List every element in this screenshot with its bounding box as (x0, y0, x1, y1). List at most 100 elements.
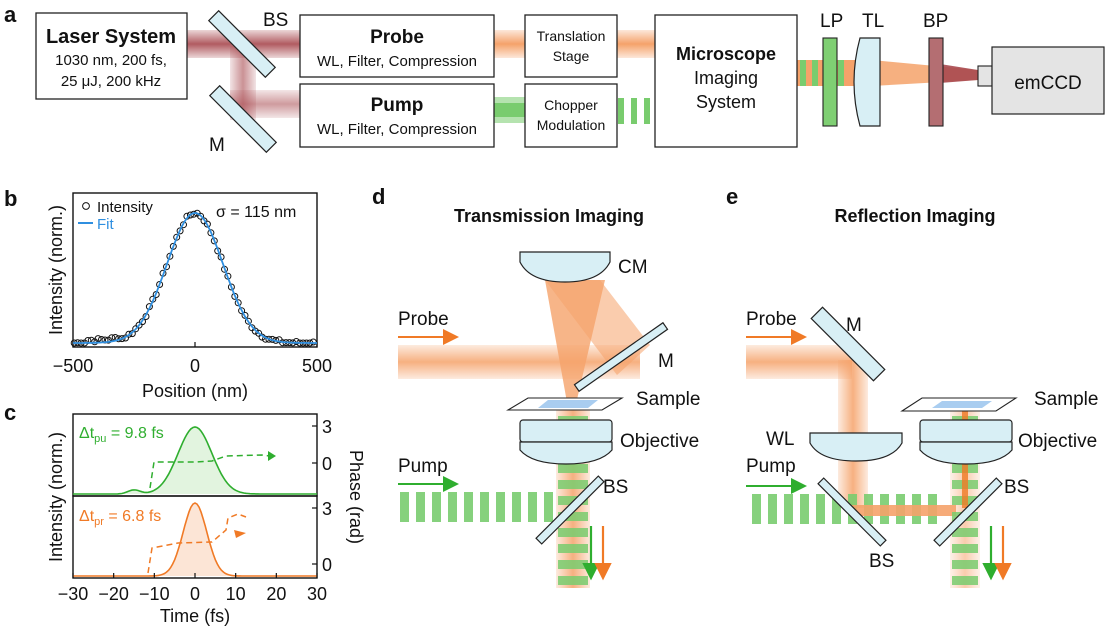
b-sigma: σ = 115 nm (216, 204, 296, 221)
e-pump-label: Pump (746, 456, 796, 477)
b-data-point (227, 283, 235, 291)
laser-system-title: Laser System (46, 26, 176, 48)
e-m-label: M (846, 315, 862, 336)
b-legend-intensity: Intensity (97, 199, 153, 216)
e-probe-beam-in (746, 345, 852, 379)
c-pump-dt: Δtpu = 9.8 fs (79, 425, 164, 445)
probe-box-title: Probe (370, 27, 424, 48)
b-data-point (186, 211, 194, 219)
c-phase-tick-top-3: 3 (322, 417, 332, 437)
c-phase-tick-top-0: 0 (322, 454, 332, 474)
b-data-point (244, 317, 252, 325)
tube-lens (853, 37, 881, 127)
c-xticks: −30 −20 −10 0 10 20 30 (58, 573, 327, 604)
probe-box-sub: WL, Filter, Compression (317, 53, 477, 70)
lp-label: LP (820, 11, 843, 32)
d-title: Transmission Imaging (454, 206, 644, 226)
b-data-point (292, 338, 300, 345)
e-wl-lens (809, 432, 903, 462)
c-pump-fill (73, 427, 317, 494)
laser-spec-1: 1030 nm, 200 fs, (55, 52, 167, 69)
translation-stage-box (524, 14, 618, 78)
b-data-point (309, 338, 317, 346)
translation-line2: Stage (553, 48, 590, 64)
c-xtick-label: −30 (58, 584, 89, 604)
c-phase-tick-bot-0: 0 (322, 555, 332, 575)
e-beamsplitter-right (933, 477, 1003, 547)
e-objective-top (919, 419, 1013, 443)
e-beamsplitter-left (817, 477, 887, 547)
c-probe-dt: Δtpr = 6.8 fs (79, 508, 161, 528)
probe-box (299, 14, 495, 78)
b-data-point (241, 311, 249, 319)
translation-line1: Translation (537, 28, 606, 44)
d-probe-label: Probe (398, 309, 449, 330)
laser-system-box (35, 12, 188, 100)
e-probe-label: Probe (746, 309, 797, 330)
chopper-box (524, 83, 618, 148)
c-ylabel-left: Intensity (norm.) (46, 432, 66, 562)
b-data-point (156, 281, 164, 288)
b-data-point (125, 330, 133, 338)
longpass-filter (822, 37, 838, 127)
d-objective-top (519, 419, 613, 443)
d-curved-mirror (519, 251, 611, 283)
d-sample-label: Sample (636, 389, 700, 410)
e-sample-label: Sample (1034, 389, 1098, 410)
b-xtick-3: 500 (302, 356, 332, 376)
laser-spec-2: 25 μJ, 200 kHz (61, 73, 161, 90)
c-probe-phase (147, 513, 247, 574)
b-data-point (210, 237, 218, 245)
e-title: Reflection Imaging (834, 206, 995, 226)
c-xtick-label: −20 (98, 584, 129, 604)
b-data-point (118, 335, 126, 343)
d-pump-beam-in (398, 492, 558, 522)
emccd-camera (991, 46, 1105, 115)
b-data-point (169, 242, 177, 250)
b-data-point (203, 220, 211, 228)
b-legend-fit: Fit (97, 216, 114, 233)
c-xlabel: Time (fs) (160, 606, 230, 626)
chopper-line2: Modulation (537, 117, 606, 133)
b-data-point (94, 335, 102, 343)
mirror-a (208, 84, 278, 154)
d-bs-label: BS (603, 477, 628, 498)
pump-beam-1 (494, 97, 526, 123)
panel-c-label: c (4, 400, 16, 425)
d-m-label: M (658, 351, 674, 372)
d-objective-label: Objective (620, 431, 699, 452)
e-objective-bottom (919, 441, 1013, 465)
c-pump-intensity (73, 426, 317, 495)
bs-label-a: BS (263, 10, 288, 31)
panel-d: d Transmission Imaging CM M Sample Objec… (372, 184, 700, 588)
d-cm-label: CM (618, 257, 648, 278)
c-phase-tick-bot-3: 3 (322, 499, 332, 519)
b-ylabel: Intensity (norm.) (46, 205, 66, 335)
d-pump-label: Pump (398, 456, 448, 477)
d-sample-region (538, 400, 598, 408)
chopper-line1: Chopper (544, 97, 598, 113)
c-right-ticks (312, 425, 317, 565)
panel-b: b −500 0 500 Position (nm) Intensity (no… (4, 186, 332, 401)
emccd-label: emCCD (1014, 73, 1082, 94)
panel-e-label: e (726, 184, 738, 209)
microscope-line2: Imaging (694, 68, 758, 88)
e-wl-label: WL (766, 429, 795, 450)
panel-a: a Laser System 1030 nm, 200 fs, 25 (4, 2, 1105, 156)
panel-c: c Δtpu = 9.8 fs Δtpr = 6.8 fs 3 0 3 0 −3… (4, 400, 366, 626)
c-xtick-label: 10 (226, 584, 246, 604)
d-beamsplitter (535, 475, 605, 545)
pump-box-sub: WL, Filter, Compression (317, 121, 477, 138)
microscope-box (654, 14, 798, 148)
b-data-point (197, 212, 205, 220)
tl-label: TL (862, 11, 884, 32)
m-label-a: M (209, 135, 225, 156)
b-data-point (139, 318, 146, 326)
probe-beam-1 (494, 30, 526, 58)
panel-a-label: a (4, 2, 17, 27)
c-probe-fill (73, 503, 317, 576)
c-xtick-label: 20 (266, 584, 286, 604)
pump-beam-2 (618, 98, 650, 124)
probe-beam-2 (617, 30, 655, 58)
